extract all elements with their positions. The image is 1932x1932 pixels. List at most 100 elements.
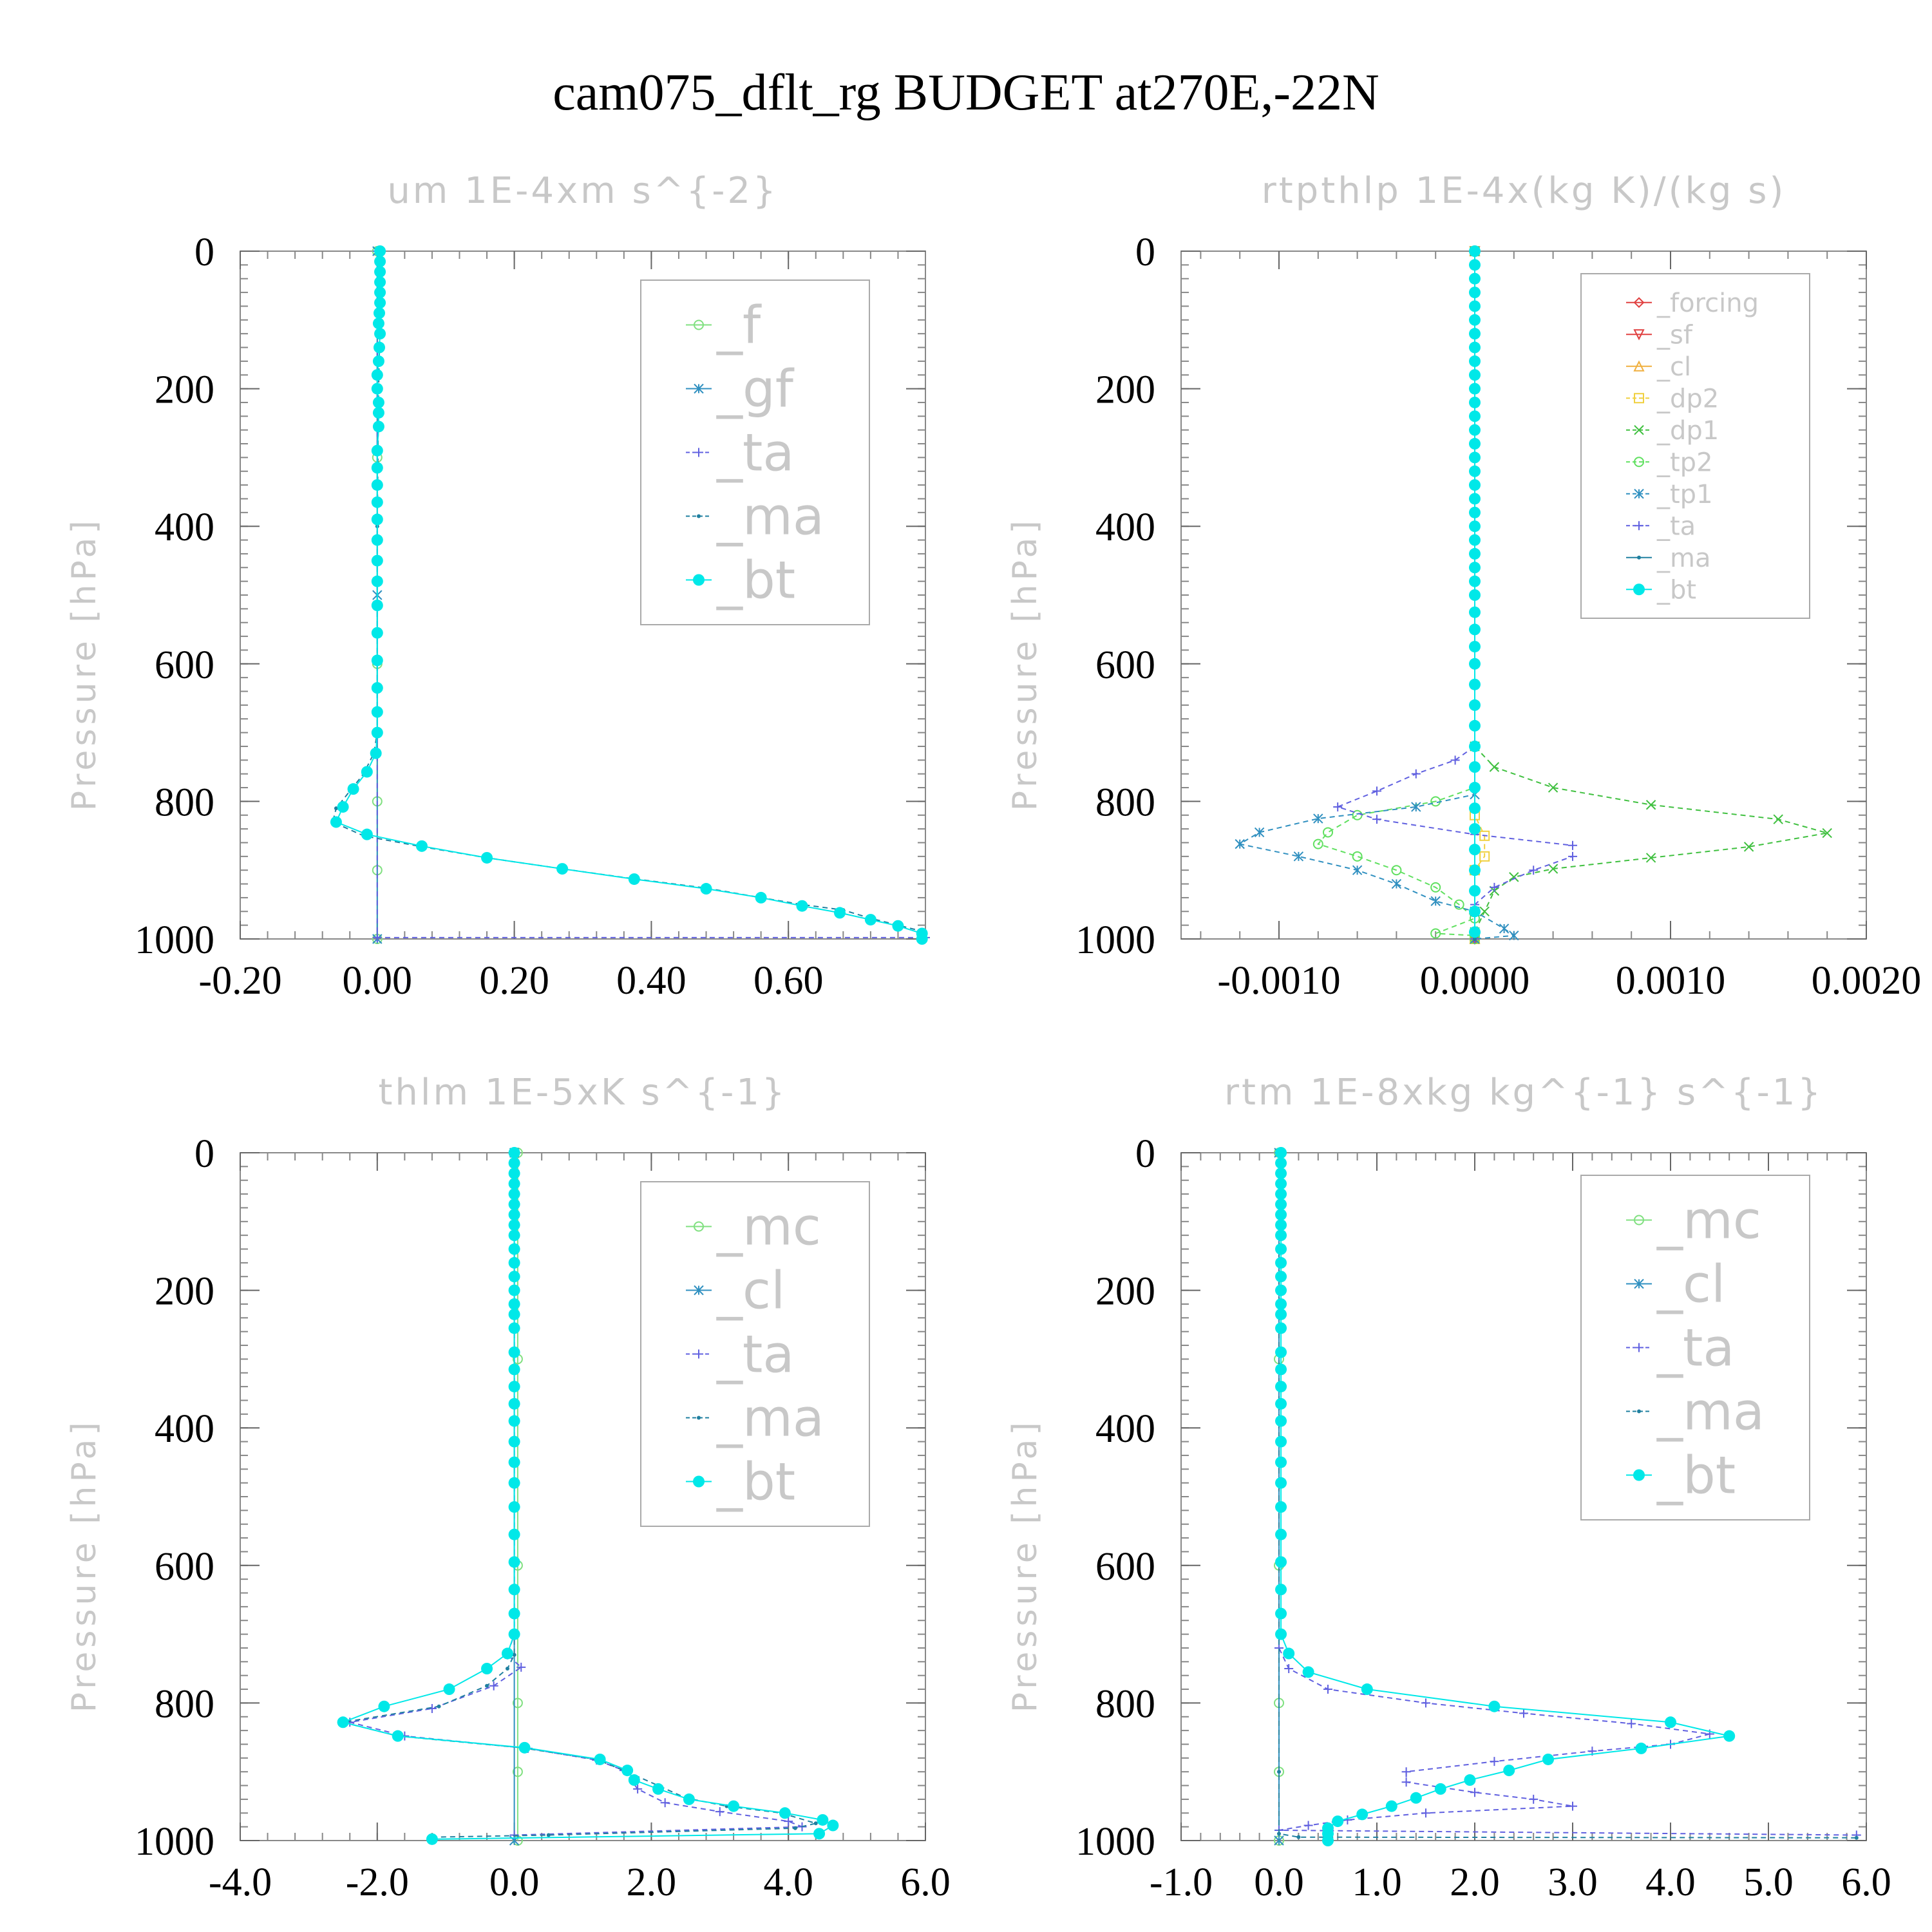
- data-point: [1296, 1835, 1301, 1839]
- data-point: [1391, 865, 1402, 876]
- legend-label: _tp2: [1656, 448, 1713, 477]
- y-tick-label: 0: [1135, 231, 1155, 274]
- x-tick-label: -4.0: [209, 1861, 272, 1904]
- x-tick-label: 0.40: [616, 959, 687, 1003]
- data-point: [1275, 1415, 1287, 1427]
- x-tick-label: 0.60: [753, 959, 824, 1003]
- data-point: [374, 245, 386, 257]
- data-point: [337, 1716, 349, 1728]
- data-point: [1275, 1188, 1287, 1200]
- data-point: [864, 914, 876, 926]
- data-point: [372, 355, 384, 367]
- series-bt: [1275, 1147, 1736, 1846]
- data-point: [633, 1784, 643, 1794]
- data-point: [371, 575, 383, 587]
- data-point: [892, 920, 904, 932]
- legend-label: _ta: [1656, 511, 1696, 541]
- data-point: [508, 1188, 520, 1200]
- data-point: [1332, 1815, 1344, 1828]
- data-point: [1509, 930, 1519, 941]
- legend-label: _ta: [716, 1325, 794, 1385]
- data-point: [371, 496, 383, 508]
- data-point: [485, 1683, 489, 1688]
- data-point: [374, 266, 386, 278]
- data-point: [374, 256, 386, 268]
- legend-label: _mc: [716, 1197, 821, 1257]
- series-bt: [337, 1147, 839, 1845]
- data-point: [508, 1435, 520, 1448]
- data-point: [512, 1766, 523, 1777]
- data-point: [1469, 300, 1481, 312]
- y-tick-label: 800: [155, 1682, 214, 1726]
- data-point: [371, 444, 383, 457]
- x-tick-label: 3.0: [1548, 1861, 1598, 1904]
- legend-box: [1580, 273, 1810, 619]
- data-point: [1333, 802, 1343, 811]
- legend: _forcing_sf_cl_dp2 _dp1_tp2 _tp1_ta _ma_bt: [1580, 273, 1810, 619]
- data-point: [813, 1821, 818, 1826]
- y-tick-label: 200: [1095, 1270, 1155, 1314]
- plot-frame: [240, 251, 926, 940]
- data-point: [1275, 1346, 1287, 1358]
- data-point: [1275, 1556, 1287, 1568]
- data-point: [374, 328, 386, 340]
- data-point: [508, 1322, 520, 1334]
- data-point: [827, 1819, 839, 1832]
- x-tick-label: 0.0: [1254, 1861, 1304, 1904]
- data-point: [660, 1798, 670, 1808]
- data-point: [371, 534, 383, 546]
- series-line: [332, 251, 926, 939]
- data-point: [372, 396, 384, 408]
- data-point: [508, 1308, 520, 1320]
- data-point: [437, 1704, 441, 1709]
- data-point: [1627, 1719, 1636, 1728]
- data-point: [1275, 1256, 1287, 1269]
- data-point: [371, 627, 383, 639]
- x-tick-label: 6.0: [900, 1861, 951, 1904]
- data-point: [512, 1653, 516, 1657]
- legend-marker: [1633, 1469, 1645, 1481]
- data-point: [1352, 851, 1363, 862]
- legend-label: _dp1: [1656, 416, 1719, 446]
- data-point: [1469, 479, 1481, 491]
- data-point: [508, 1198, 520, 1211]
- data-point: [1469, 740, 1481, 752]
- data-point: [1568, 851, 1577, 861]
- data-point: [1469, 926, 1481, 938]
- x-tick-label: -1.0: [1150, 1861, 1213, 1904]
- legend-marker: [1633, 360, 1645, 372]
- data-point: [508, 1284, 520, 1296]
- series-group: [330, 245, 930, 945]
- data-point: [1645, 853, 1656, 863]
- chart-panel-1: um 1E-4xm s^{-2} Pressure [hPa] -0.20 0.00 0…: [65, 170, 930, 1003]
- data-point: [508, 1209, 520, 1221]
- data-point: [1302, 1666, 1314, 1678]
- data-point: [1469, 823, 1481, 835]
- data-point: [1464, 1774, 1476, 1786]
- legend-marker: [694, 383, 704, 394]
- x-tick-label: -2.0: [346, 1861, 409, 1904]
- data-point: [1469, 314, 1481, 326]
- legend-marker: [1633, 329, 1645, 341]
- y-axis-label: Pressure [hPa]: [65, 1418, 104, 1712]
- data-point: [1529, 866, 1539, 875]
- legend-marker: [1634, 1278, 1644, 1289]
- series-bt: [330, 245, 928, 945]
- y-tick-label: 800: [1095, 781, 1155, 824]
- legend-label: _bt: [716, 551, 795, 611]
- data-point: [1469, 287, 1481, 299]
- y-axis-label: Pressure [hPa]: [65, 516, 104, 811]
- data-point: [1469, 719, 1481, 732]
- data-point: [1430, 882, 1441, 893]
- data-point: [1488, 1700, 1501, 1712]
- data-point: [1548, 864, 1558, 874]
- data-point: [1254, 827, 1265, 838]
- legend-marker: [1634, 425, 1644, 435]
- data-point: [1499, 923, 1510, 934]
- data-point: [1434, 1783, 1446, 1795]
- data-point: [1469, 259, 1481, 271]
- data-point: [1635, 1742, 1647, 1754]
- y-tick-label: 600: [155, 643, 214, 687]
- legend-marker: [693, 1475, 705, 1488]
- data-point: [1235, 838, 1245, 849]
